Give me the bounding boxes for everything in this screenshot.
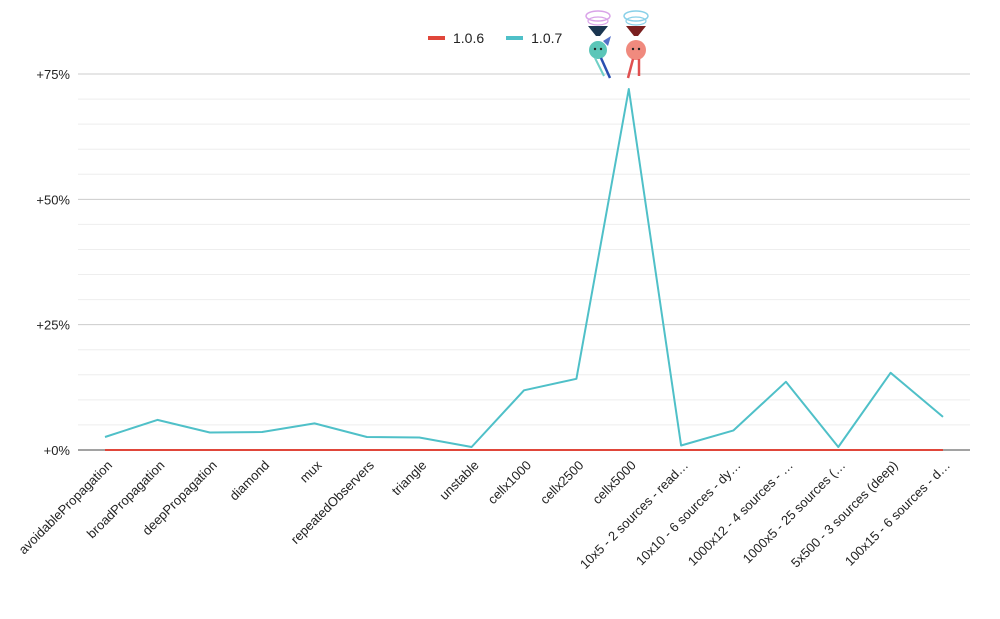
data-point-1-0-7[interactable]	[522, 388, 526, 392]
data-point-1-0-6[interactable]	[103, 448, 107, 452]
data-point-1-0-6[interactable]	[836, 448, 840, 452]
legend-item-1-0-7[interactable]: 1.0.7	[506, 30, 562, 46]
data-point-1-0-6[interactable]	[941, 448, 945, 452]
data-point-1-0-7[interactable]	[732, 428, 736, 432]
data-point-1-0-7[interactable]	[574, 377, 578, 381]
data-point-1-0-7[interactable]	[260, 430, 264, 434]
x-tick-label: 5x500 - 3 sources (deep)	[788, 458, 901, 571]
y-tick-label: +25%	[36, 318, 70, 333]
x-tick-label: 1000x12 - 4 sources - …	[685, 458, 796, 569]
data-point-1-0-7[interactable]	[208, 430, 212, 434]
data-point-1-0-7[interactable]	[941, 415, 945, 419]
x-tick-label: cellx2500	[537, 458, 586, 507]
legend-label-1-0-7: 1.0.7	[531, 30, 563, 46]
x-tick-label: 100x15 - 6 sources - d…	[842, 458, 953, 569]
x-tick-label: avoidablePropagation	[16, 458, 116, 558]
data-point-1-0-6[interactable]	[889, 448, 893, 452]
data-point-1-0-7[interactable]	[784, 380, 788, 384]
x-tick-label: unstable	[436, 458, 481, 503]
y-tick-label: +75%	[36, 67, 70, 82]
legend-label-1-0-6: 1.0.6	[453, 30, 485, 46]
x-tick-label: mux	[297, 457, 325, 485]
x-tick-label: 10x10 - 6 sources - dy…	[633, 458, 744, 569]
x-tick-label: cellx1000	[485, 458, 534, 507]
legend: 1.0.6 1.0.7	[428, 30, 584, 46]
x-tick-label: triangle	[389, 458, 430, 499]
data-point-1-0-6[interactable]	[627, 448, 631, 452]
data-point-1-0-7[interactable]	[313, 421, 317, 425]
gridlines	[78, 73, 970, 451]
y-tick-label: +50%	[36, 192, 70, 207]
data-point-1-0-7[interactable]	[627, 87, 631, 91]
data-point-1-0-6[interactable]	[417, 448, 421, 452]
data-point-1-0-7[interactable]	[103, 435, 107, 439]
data-point-1-0-6[interactable]	[679, 448, 683, 452]
legend-swatch-1-0-7	[506, 36, 524, 40]
data-point-1-0-6[interactable]	[155, 448, 159, 452]
series-lines	[103, 87, 945, 452]
x-tick-label: 10x5 - 2 sources - read…	[577, 458, 691, 572]
x-tick-label: cellx5000	[589, 458, 638, 507]
legend-item-1-0-6[interactable]: 1.0.6	[428, 30, 484, 46]
data-point-1-0-6[interactable]	[784, 448, 788, 452]
legend-swatch-1-0-6	[428, 36, 445, 40]
data-point-1-0-6[interactable]	[470, 448, 474, 452]
data-point-1-0-6[interactable]	[365, 448, 369, 452]
data-point-1-0-7[interactable]	[889, 371, 893, 375]
red-mascot-icon	[623, 10, 649, 79]
data-point-1-0-7[interactable]	[155, 418, 159, 422]
y-axis: +0% +25% +50% +75%	[36, 67, 70, 458]
data-point-1-0-7[interactable]	[679, 443, 683, 447]
data-point-1-0-6[interactable]	[574, 448, 578, 452]
data-point-1-0-6[interactable]	[732, 448, 736, 452]
y-tick-label: +0%	[44, 443, 71, 458]
data-point-1-0-7[interactable]	[365, 435, 369, 439]
x-tick-label: 1000x5 - 25 sources (…	[740, 458, 849, 567]
x-tick-label: diamond	[226, 458, 272, 504]
x-axis: avoidablePropagationbroadPropagationdeep…	[16, 457, 954, 572]
series-line-1-0-7[interactable]	[104, 88, 944, 448]
data-point-1-0-6[interactable]	[208, 448, 212, 452]
data-point-1-0-6[interactable]	[260, 448, 264, 452]
data-point-1-0-7[interactable]	[417, 435, 421, 439]
tinted-mascot-icon	[585, 10, 612, 79]
data-point-1-0-6[interactable]	[313, 448, 317, 452]
data-point-1-0-6[interactable]	[522, 448, 526, 452]
